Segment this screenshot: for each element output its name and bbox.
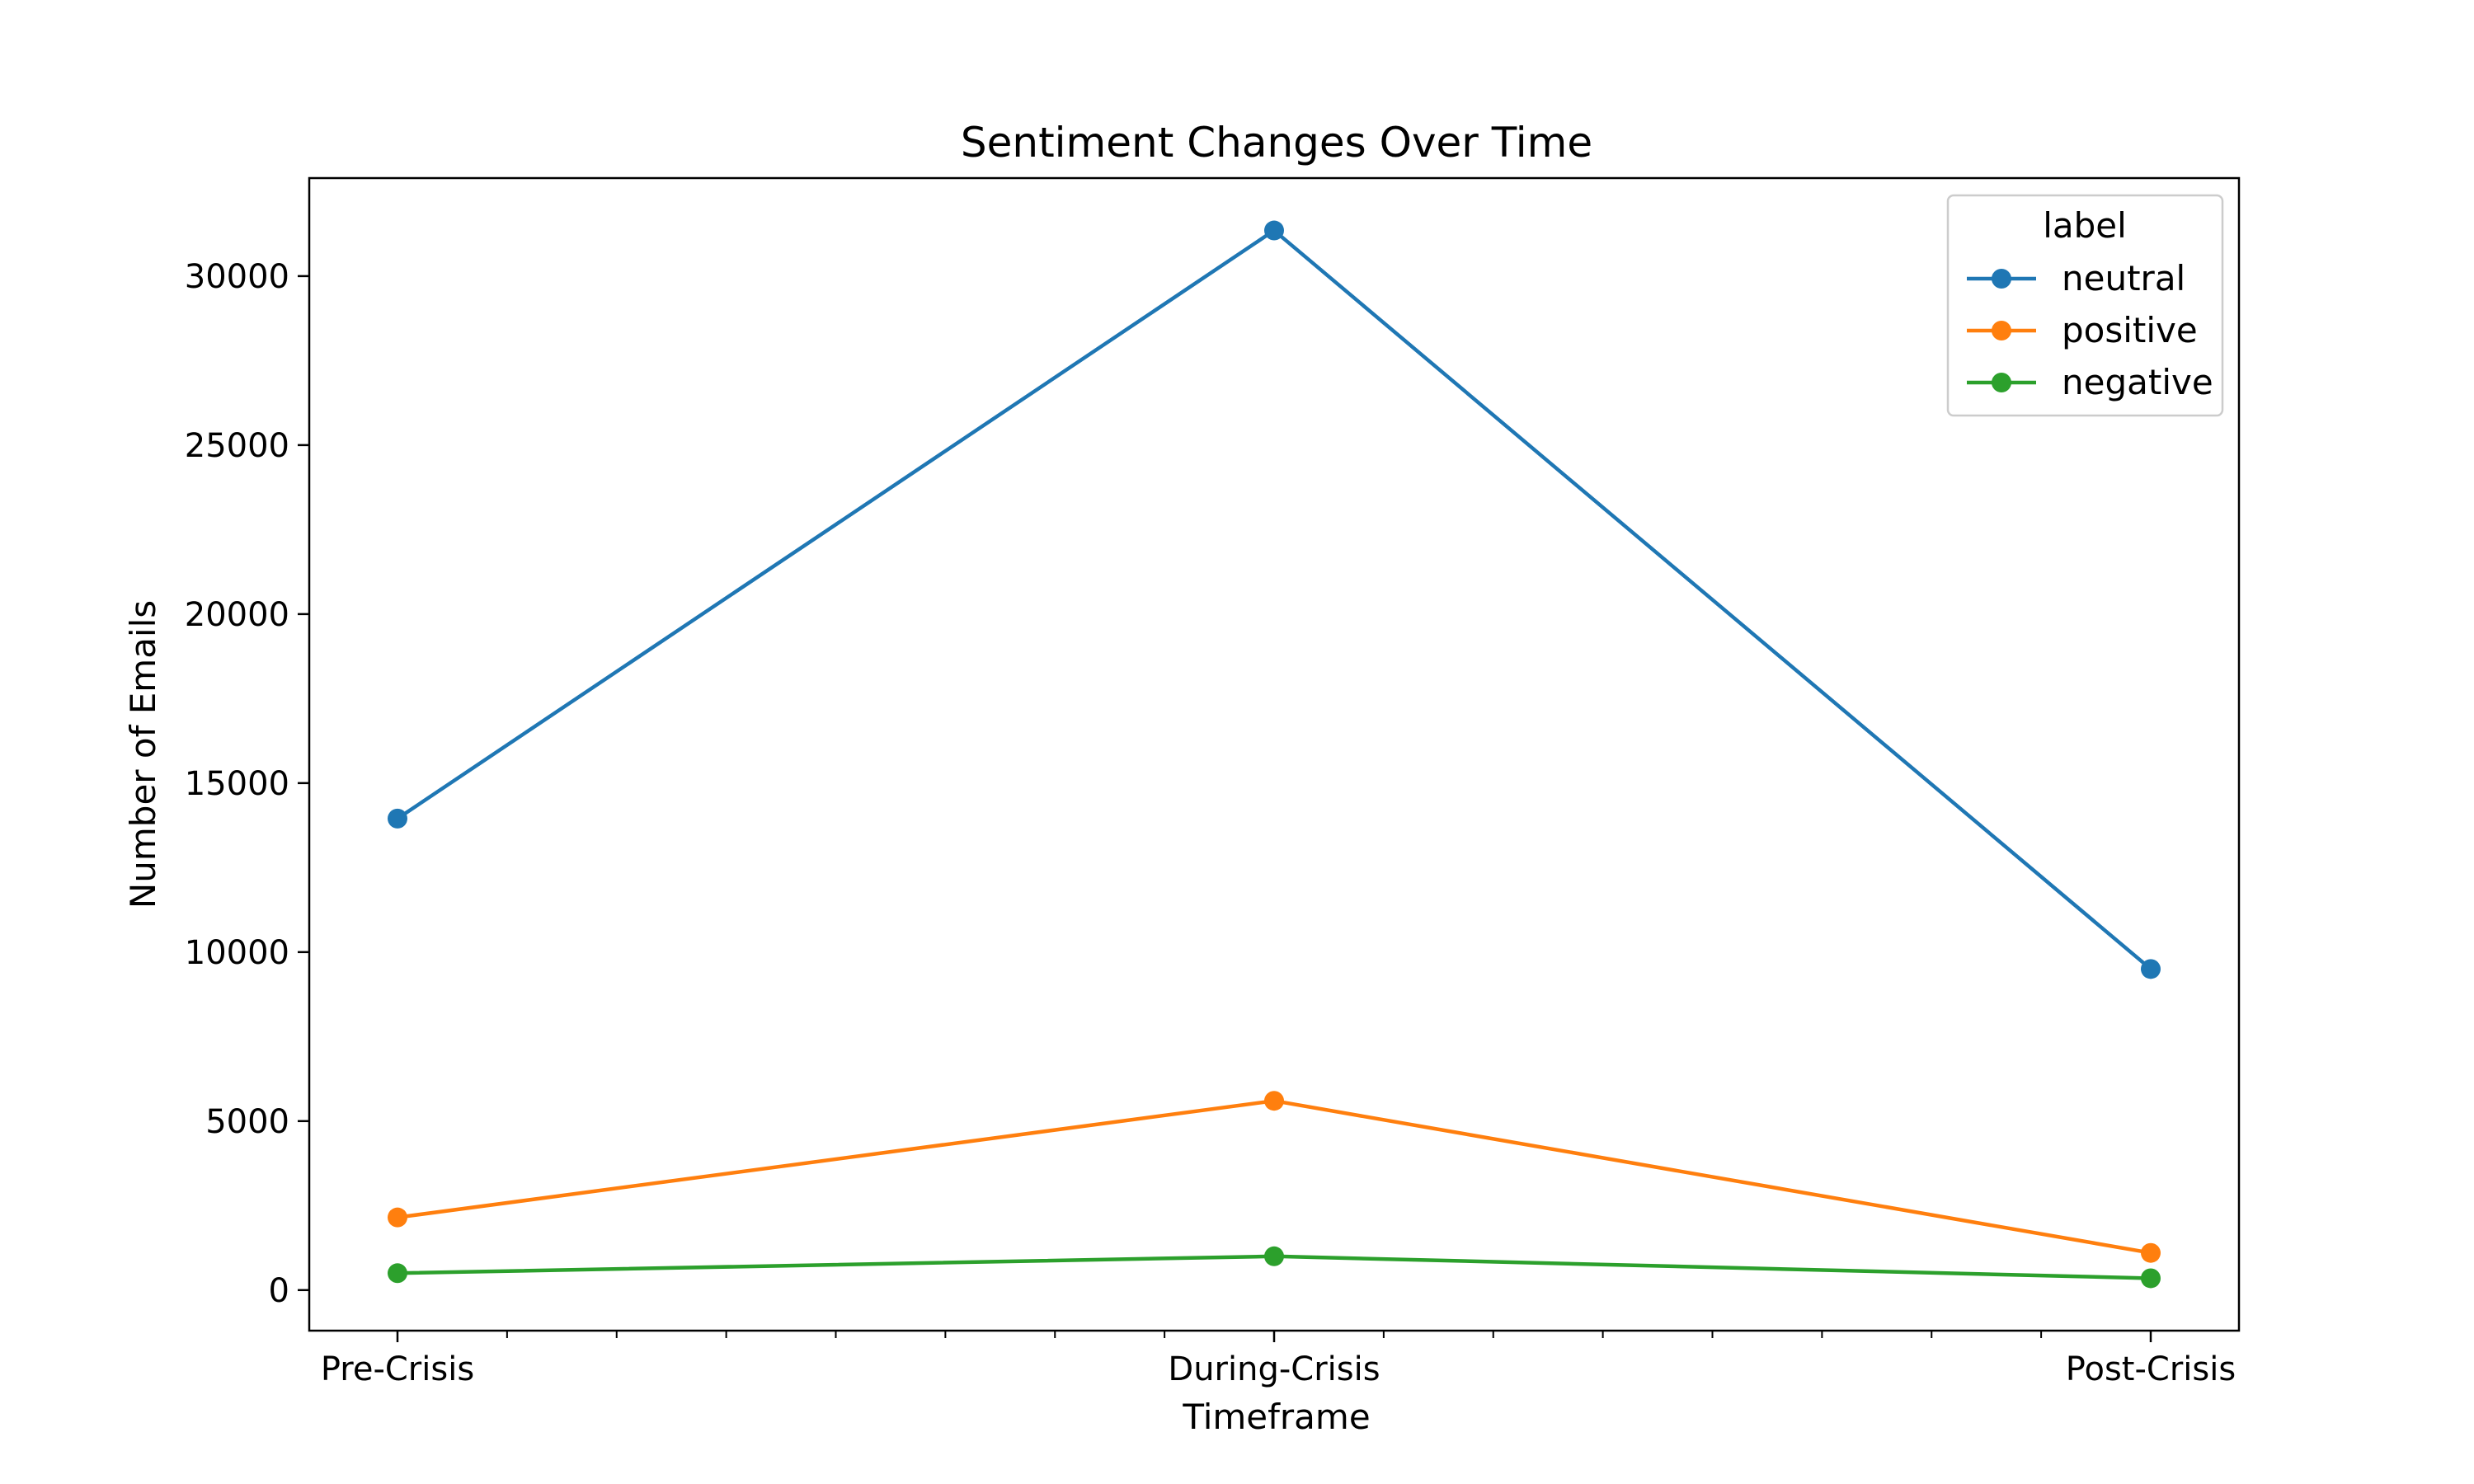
- legend-label-negative: negative: [2062, 362, 2213, 402]
- y-axis-label: Number of Emails: [123, 600, 163, 909]
- legend-title: label: [2043, 205, 2127, 246]
- y-tick-label: 30000: [185, 258, 289, 296]
- data-point-negative: [388, 1263, 407, 1284]
- x-tick-label: During-Crisis: [1168, 1350, 1380, 1388]
- data-point-neutral: [388, 808, 407, 829]
- y-tick-label: 25000: [185, 427, 289, 465]
- data-point-negative: [1264, 1246, 1284, 1266]
- y-tick-label: 15000: [185, 765, 289, 803]
- y-tick-label: 20000: [185, 596, 289, 634]
- data-point-positive: [1264, 1091, 1284, 1111]
- data-point-negative: [2141, 1268, 2161, 1289]
- x-axis: Pre-Crisis During-Crisis Post-Crisis: [321, 1331, 2236, 1388]
- y-tick-label: 0: [269, 1272, 289, 1310]
- x-tick-label: Pre-Crisis: [321, 1350, 474, 1388]
- legend-marker-negative: [1992, 373, 2011, 392]
- legend-marker-positive: [1992, 321, 2011, 340]
- data-point-neutral: [2141, 959, 2161, 979]
- legend: label neutral positive negative: [1946, 194, 2224, 417]
- series-layer: [388, 220, 2161, 1289]
- data-point-positive: [388, 1207, 407, 1228]
- data-point-neutral: [1264, 220, 1284, 241]
- y-axis: 0 5000 10000 15000 20000 25000 30000: [185, 258, 309, 1310]
- chart-title: Sentiment Changes Over Time: [961, 119, 1592, 167]
- x-axis-label: Timeframe: [1182, 1397, 1370, 1437]
- legend-items: neutral positive negative: [1967, 258, 2213, 402]
- y-tick-label: 5000: [205, 1103, 289, 1141]
- y-tick-label: 10000: [185, 934, 289, 972]
- legend-box: [1946, 194, 2224, 417]
- x-tick-label: Post-Crisis: [2066, 1350, 2236, 1388]
- legend-label-positive: positive: [2062, 310, 2198, 350]
- legend-label-neutral: neutral: [2062, 258, 2185, 298]
- data-point-positive: [2141, 1242, 2161, 1263]
- legend-marker-neutral: [1992, 269, 2011, 289]
